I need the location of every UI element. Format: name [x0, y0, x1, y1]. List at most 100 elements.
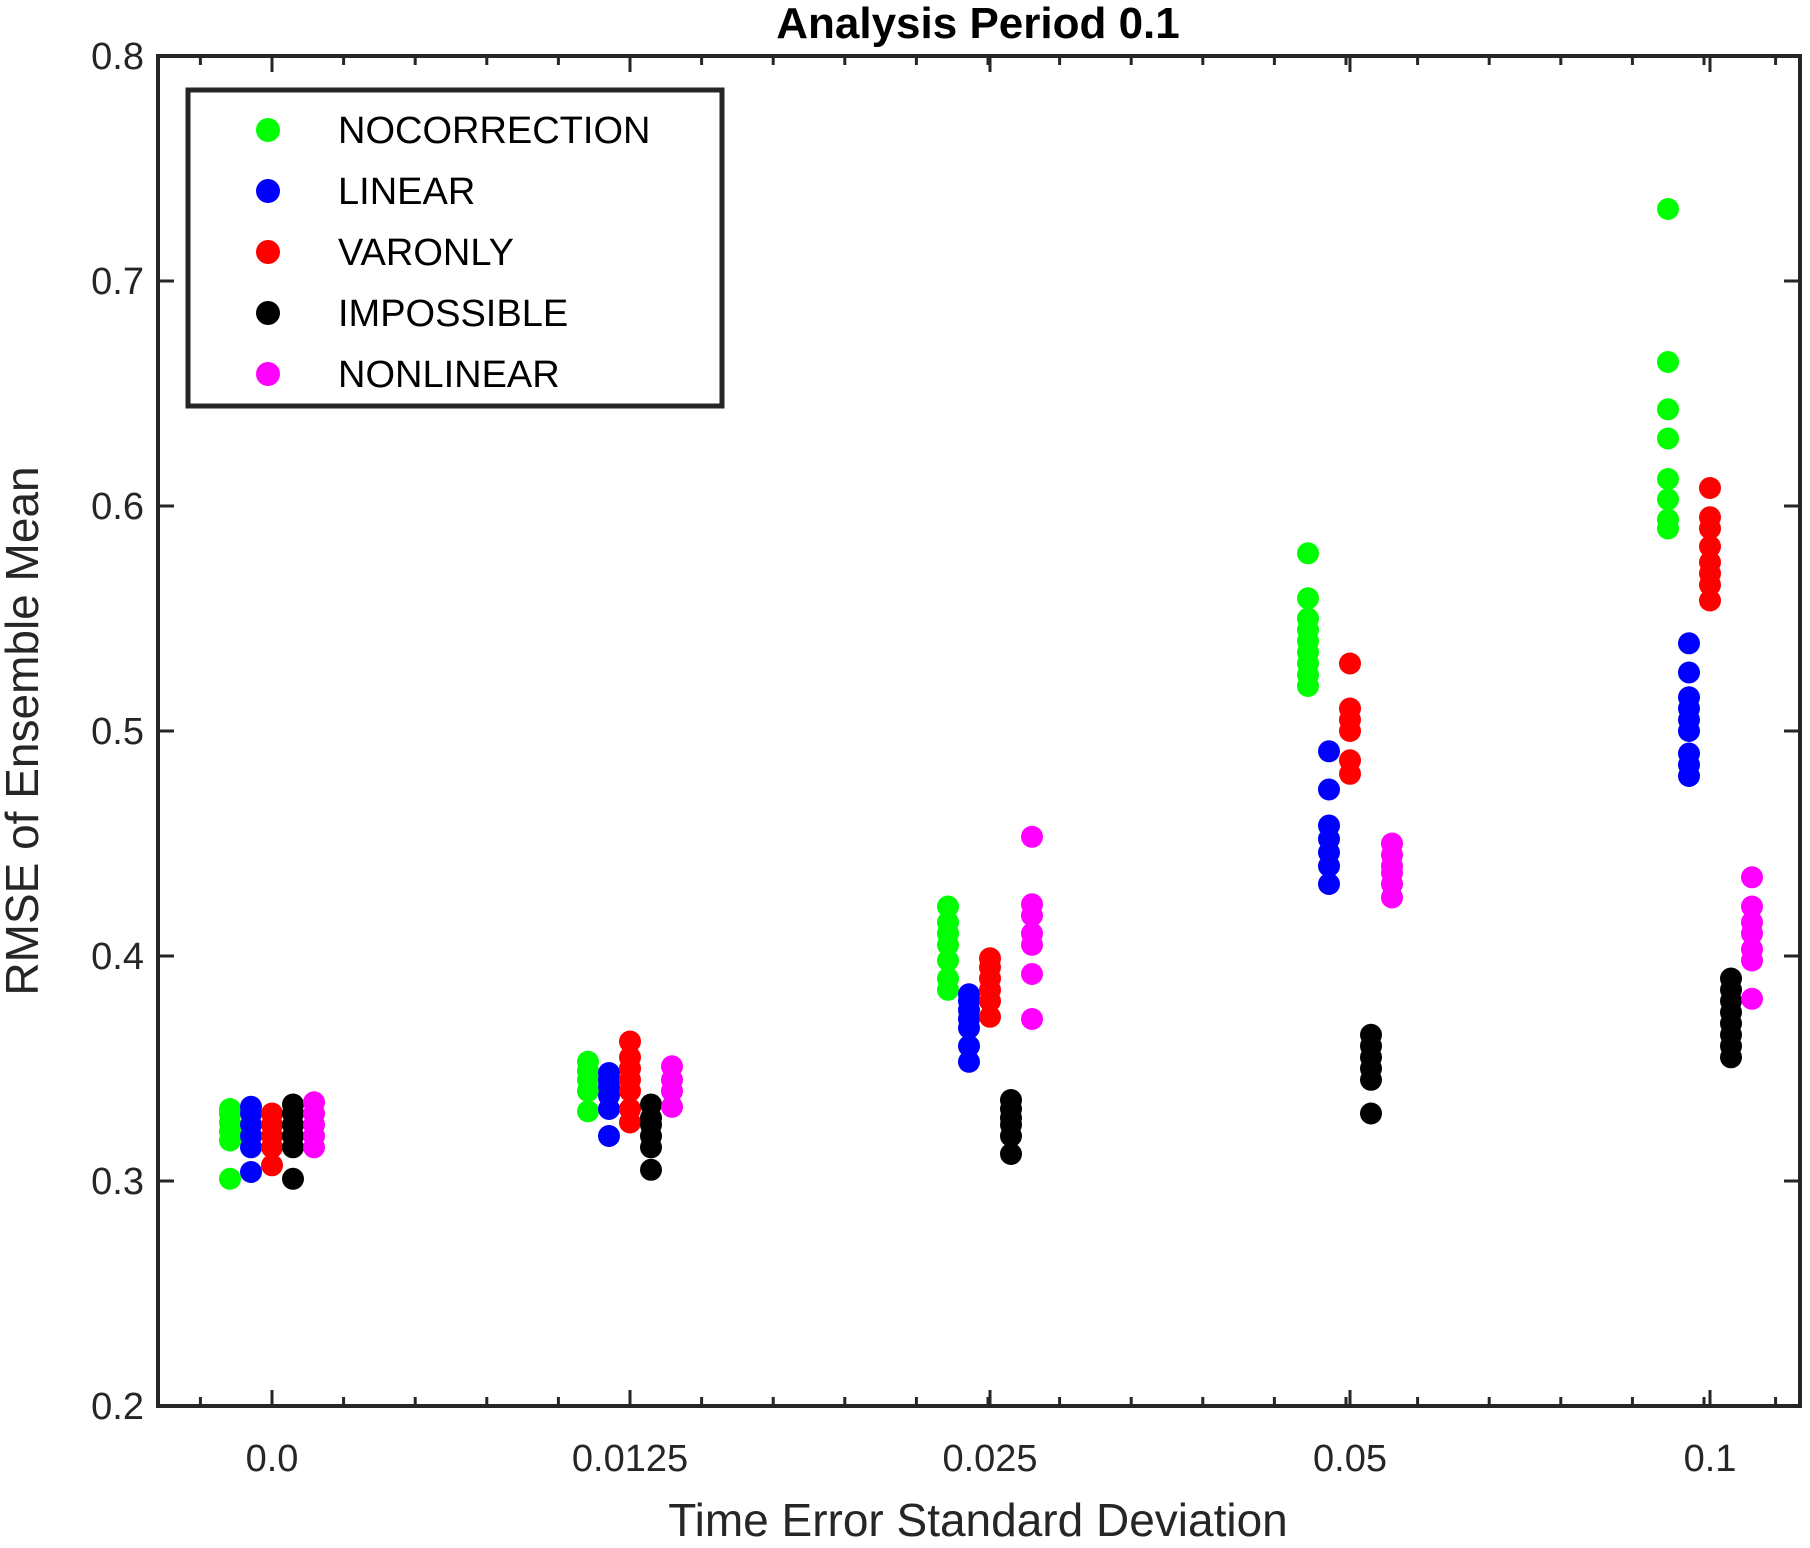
- point-nocorrection-1: [577, 1100, 599, 1123]
- legend-label-nonlinear: NONLINEAR: [338, 354, 560, 396]
- point-varonly-1: [619, 1046, 641, 1069]
- point-varonly-3: [1339, 697, 1361, 720]
- legend-marker-nonlinear: [256, 362, 280, 386]
- point-impossible-4: [1720, 967, 1742, 990]
- point-linear-3: [1318, 814, 1340, 837]
- point-varonly-1: [619, 1098, 641, 1120]
- point-varonly-2: [979, 1005, 1001, 1028]
- point-varonly-4: [1699, 589, 1721, 612]
- point-impossible-0: [282, 1167, 304, 1190]
- y-tick-label: 0.2: [91, 1386, 144, 1428]
- point-nonlinear-1: [661, 1095, 683, 1118]
- point-varonly-0: [261, 1154, 283, 1177]
- point-impossible-2: [1000, 1089, 1022, 1111]
- x-tick-label: 0.0125: [572, 1438, 688, 1480]
- x-tick-labels: 0.0 0.0125 0.025 0.05 0.1: [246, 1438, 1737, 1480]
- legend-marker-impossible: [256, 301, 280, 325]
- point-nocorrection-4: [1657, 398, 1679, 421]
- point-nocorrection-4: [1657, 427, 1679, 450]
- point-nocorrection-2: [937, 967, 959, 990]
- point-impossible-3: [1360, 1023, 1382, 1046]
- legend-label-nocorrection: NOCORRECTION: [338, 110, 650, 152]
- point-impossible-2: [1000, 1143, 1022, 1165]
- point-linear-2: [958, 983, 980, 1006]
- point-nocorrection-2: [937, 911, 959, 934]
- point-varonly-4: [1699, 477, 1721, 499]
- point-nocorrection-3: [1297, 587, 1319, 610]
- ticks-layer: [158, 54, 1800, 1408]
- point-nocorrection-4: [1657, 198, 1679, 220]
- y-tick-labels: 0.2 0.3 0.4 0.5 0.6 0.7 0.8: [91, 36, 144, 1428]
- x-tick-label: 0.0: [246, 1438, 299, 1480]
- point-nonlinear-2: [1021, 825, 1043, 848]
- point-nonlinear-2: [1021, 1008, 1043, 1030]
- point-nocorrection-0: [219, 1167, 241, 1190]
- point-linear-0: [240, 1095, 262, 1118]
- point-linear-4: [1678, 686, 1700, 709]
- legend-label-impossible: IMPOSSIBLE: [338, 293, 568, 335]
- point-varonly-4: [1699, 535, 1721, 558]
- points-layer: [219, 198, 1763, 1190]
- point-nocorrection-1: [577, 1050, 599, 1073]
- y-tick-label: 0.6: [91, 486, 144, 528]
- point-nonlinear-3: [1381, 832, 1403, 855]
- point-impossible-3: [1360, 1102, 1382, 1125]
- point-linear-1: [598, 1125, 620, 1147]
- point-linear-3: [1318, 740, 1340, 763]
- point-linear-4: [1678, 661, 1700, 684]
- point-nonlinear-4: [1741, 866, 1763, 889]
- point-varonly-4: [1699, 551, 1721, 574]
- point-nocorrection-2: [937, 949, 959, 972]
- point-varonly-3: [1339, 652, 1361, 675]
- point-linear-0: [240, 1161, 262, 1183]
- x-axis-label: Time Error Standard Deviation: [668, 1494, 1288, 1546]
- point-varonly-3: [1339, 749, 1361, 772]
- y-tick-label: 0.8: [91, 36, 144, 78]
- x-tick-label: 0.05: [1313, 1438, 1387, 1480]
- y-tick-label: 0.7: [91, 261, 144, 303]
- point-linear-1: [598, 1062, 620, 1084]
- point-nonlinear-2: [1021, 922, 1043, 945]
- x-tick-label: 0.1: [1684, 1438, 1737, 1480]
- point-linear-3: [1318, 873, 1340, 895]
- point-nonlinear-2: [1021, 893, 1043, 916]
- chart-title: Analysis Period 0.1: [776, 0, 1180, 48]
- x-tick-label: 0.025: [942, 1438, 1037, 1480]
- point-nonlinear-4: [1741, 911, 1763, 934]
- legend-label-varonly: VARONLY: [338, 232, 514, 274]
- y-tick-label: 0.5: [91, 711, 144, 753]
- point-nonlinear-1: [661, 1055, 683, 1078]
- point-nocorrection-4: [1657, 488, 1679, 511]
- point-linear-4: [1678, 742, 1700, 765]
- legend-marker-varonly: [256, 240, 280, 264]
- point-linear-3: [1318, 778, 1340, 801]
- point-nonlinear-4: [1741, 895, 1763, 918]
- y-tick-label: 0.4: [91, 936, 144, 978]
- point-nonlinear-2: [1021, 963, 1043, 985]
- y-axis-label: RMSE of Ensemble Mean: [0, 466, 48, 995]
- point-nocorrection-3: [1297, 542, 1319, 565]
- legend-label-linear: LINEAR: [338, 171, 475, 213]
- point-nocorrection-0: [219, 1098, 241, 1120]
- point-nocorrection-4: [1657, 468, 1679, 490]
- point-impossible-1: [640, 1093, 662, 1116]
- point-linear-2: [958, 1050, 980, 1073]
- y-tick-label: 0.3: [91, 1161, 144, 1203]
- point-nonlinear-4: [1741, 987, 1763, 1010]
- legend-marker-nocorrection: [256, 118, 280, 142]
- point-varonly-0: [261, 1102, 283, 1125]
- point-nocorrection-4: [1657, 508, 1679, 531]
- point-nocorrection-4: [1657, 351, 1679, 373]
- legend-marker-linear: [256, 179, 280, 203]
- point-varonly-4: [1699, 506, 1721, 529]
- point-varonly-1: [619, 1030, 641, 1053]
- legend: NOCORRECTION LINEAR VARONLY IMPOSSIBLE NONLI…: [185, 87, 725, 409]
- point-nonlinear-4: [1741, 938, 1763, 961]
- point-nocorrection-2: [937, 895, 959, 918]
- point-linear-2: [958, 1035, 980, 1057]
- point-nocorrection-3: [1297, 607, 1319, 630]
- point-impossible-0: [282, 1093, 304, 1116]
- point-nonlinear-0: [303, 1091, 325, 1114]
